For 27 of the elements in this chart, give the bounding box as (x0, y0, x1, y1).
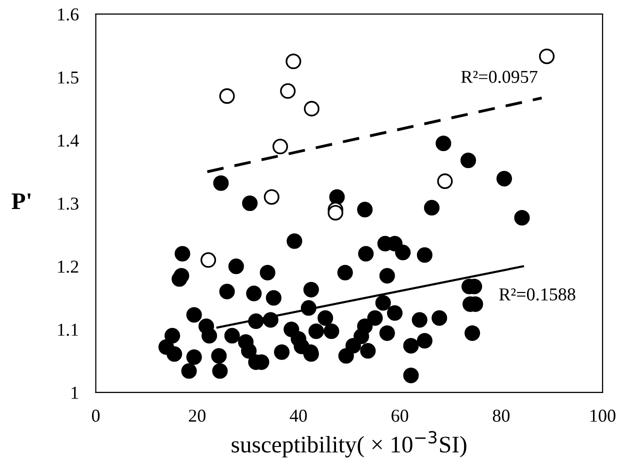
annotation: R²=0.1588 (499, 288, 576, 301)
y-tick-label: 1.6 (58, 8, 79, 21)
point (286, 54, 302, 70)
y-tick-label: 1 (72, 386, 78, 399)
y-tick-label: 1.5 (58, 72, 78, 84)
x-tick-label: 0 (92, 410, 100, 422)
y-tick-label: 1.3 (58, 198, 78, 210)
y-tick-label: 1.2 (58, 260, 78, 273)
y-tick-label: 1.4 (58, 134, 79, 147)
point (304, 100, 320, 116)
x-tick-label: 100 (590, 410, 616, 422)
point (219, 88, 235, 104)
point (437, 173, 453, 189)
point (328, 204, 344, 221)
x-axis-title: susceptibility( × 10$^{−3}$SI) (232, 431, 466, 458)
point (200, 252, 216, 268)
x-tick-label: 60 (392, 410, 408, 422)
x-tick-label: 80 (492, 410, 510, 422)
annotation: R²=0.0957 (461, 70, 538, 84)
point (539, 48, 555, 64)
x-tick-label: 20 (188, 410, 206, 422)
point (280, 83, 296, 99)
x-tick-label: 40 (290, 410, 307, 422)
y-tick-label: 1.1 (58, 324, 78, 336)
point (272, 138, 288, 154)
y-axis-title: P' (12, 193, 31, 209)
point (264, 189, 280, 205)
